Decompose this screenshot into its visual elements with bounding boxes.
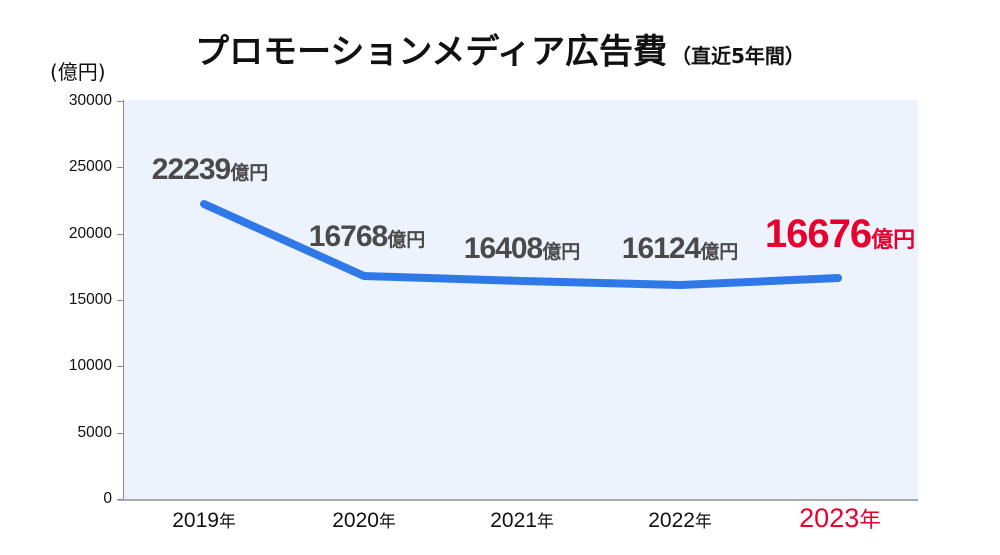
y-tick-label: 10000: [68, 357, 112, 374]
y-tick-mark: [117, 300, 123, 301]
data-label-2021: 16408億円: [463, 232, 581, 265]
x-label-2019: 2019年: [172, 509, 236, 532]
y-tick-mark: [117, 101, 123, 102]
y-tick-mark: [117, 433, 123, 434]
y-tick-label: 5000: [77, 424, 112, 441]
x-label-2020: 2020年: [332, 509, 396, 532]
y-axis-line: [123, 100, 124, 500]
y-tick-label: 25000: [68, 158, 112, 175]
y-tick-mark: [117, 167, 123, 168]
x-label-2023: 2023年: [799, 503, 881, 533]
y-tick-label: 20000: [68, 225, 112, 242]
y-tick-mark: [117, 234, 123, 235]
data-label-2019: 22239億円: [151, 153, 269, 186]
x-axis-line: [118, 499, 918, 501]
plot-area: [124, 100, 918, 499]
chart-title-main: プロモーションメディア広告費: [195, 32, 667, 72]
y-tick-mark: [117, 499, 123, 500]
x-label-2021: 2021年: [490, 509, 554, 532]
chart-title: プロモーションメディア広告費 （直近5年間）: [0, 24, 1000, 73]
x-label-2022: 2022年: [648, 509, 712, 532]
data-label-2020: 16768億円: [308, 220, 426, 253]
y-tick-label: 0: [103, 490, 112, 507]
data-label-2023: 16676億円: [764, 212, 916, 256]
y-tick-mark: [117, 366, 123, 367]
y-tick-label: 30000: [68, 92, 112, 109]
y-tick-label: 15000: [68, 291, 112, 308]
chart-title-sub: （直近5年間）: [671, 44, 805, 68]
data-label-2022: 16124億円: [621, 232, 739, 265]
y-axis-unit: (億円): [50, 60, 106, 84]
